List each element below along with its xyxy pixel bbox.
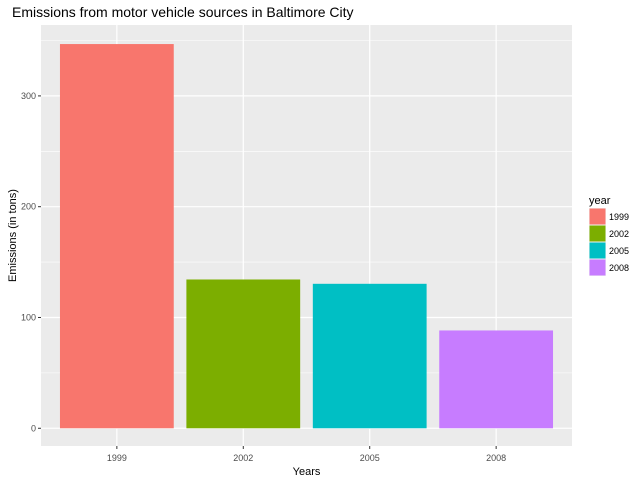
legend-label-2002: 2002	[609, 229, 629, 239]
x-tick-label: 2008	[486, 453, 506, 463]
legend-title: year	[589, 195, 611, 207]
legend-label-2008: 2008	[609, 263, 629, 273]
bars	[59, 44, 554, 429]
legend-swatch-2008	[589, 259, 606, 276]
bar-2002	[186, 279, 301, 429]
legend-label-2005: 2005	[609, 246, 629, 256]
y-tick-label: 200	[21, 202, 36, 212]
x-tick-label: 1999	[107, 453, 127, 463]
x-tick-label: 2005	[360, 453, 380, 463]
legend-swatch-2002	[589, 225, 606, 242]
x-tick-label: 2002	[233, 453, 253, 463]
bar-1999	[59, 44, 174, 429]
legend-label-1999: 1999	[609, 212, 629, 222]
x-axis-ticks: 1999 2002 2005 2008	[107, 446, 506, 463]
bar-2008	[439, 330, 554, 429]
legend-swatch-2005	[589, 242, 606, 259]
y-tick-label: 0	[31, 423, 36, 433]
y-tick-label: 300	[21, 91, 36, 101]
legend: year 1999 2002 2005 2008	[589, 195, 629, 276]
legend-swatch-1999	[589, 208, 606, 225]
chart-title: Emissions from motor vehicle sources in …	[12, 4, 354, 20]
bar-2005	[312, 283, 427, 429]
y-axis-title: Emissions (in tons)	[7, 189, 19, 282]
y-axis-ticks: 0 100 200 300	[21, 91, 41, 433]
y-tick-label: 100	[21, 312, 36, 322]
x-axis-title: Years	[293, 466, 321, 478]
